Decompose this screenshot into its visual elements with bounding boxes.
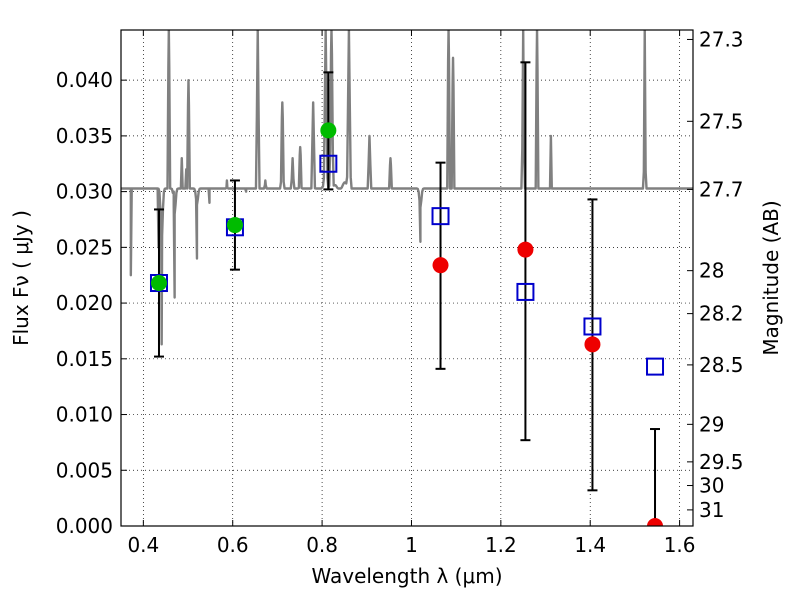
- y-tick-label: 0.025: [56, 235, 113, 259]
- y-tick-label: 0.015: [56, 347, 113, 371]
- magnitude-tick-label: 29: [699, 412, 724, 436]
- magnitude-tick-label: 28.2: [699, 302, 744, 326]
- y-tick-label: 0.020: [56, 291, 113, 315]
- model-point-square: [431, 207, 450, 226]
- grid-lines: [121, 30, 693, 526]
- observed-point: [517, 241, 534, 258]
- x-tick-label: 1: [405, 533, 418, 557]
- magnitude-tick-label: 27.5: [699, 109, 744, 133]
- model-point-square: [646, 357, 665, 376]
- observed-point: [647, 518, 664, 526]
- x-tick-label: 1.6: [664, 533, 696, 557]
- observed-photometry-points: [150, 122, 664, 526]
- observed-point: [226, 217, 243, 234]
- model-spectrum-line: [121, 30, 693, 346]
- x-tick-label: 0.8: [306, 533, 338, 557]
- plot-background: [121, 30, 693, 526]
- x-tick-label: 0.6: [217, 533, 249, 557]
- magnitude-tick-label: 28: [699, 259, 724, 283]
- model-point-square: [319, 154, 338, 173]
- y-axis-title: Flux Fν ( μJy ): [9, 210, 33, 346]
- y-tick-label: 0.005: [56, 458, 113, 482]
- y-tick-label: 0.030: [56, 180, 113, 204]
- y-tick-label: 0.040: [56, 68, 113, 92]
- plot-frame: [120, 29, 694, 527]
- observed-point: [320, 122, 337, 139]
- y-tick-label: 0.000: [56, 514, 113, 538]
- magnitude-tick-label: 30: [699, 474, 724, 498]
- magnitude-tick-label: 31: [699, 498, 724, 522]
- y-axis-ticks: 0.000 0.005 0.010 0.015 0.020 0.025 0.030 0.035…: [56, 68, 127, 538]
- magnitude-tick-label: 29.5: [699, 450, 744, 474]
- magnitude-tick-label: 28.5: [699, 353, 744, 377]
- magnitude-axis-title: Magnitude (AB): [759, 200, 783, 355]
- model-point-square: [516, 282, 535, 301]
- x-tick-label: 0.4: [127, 533, 159, 557]
- x-axis-ticks: 0.4 0.6 0.8 1 1.2 1.4 1.6: [127, 30, 696, 557]
- magnitude-tick-label: 27.3: [699, 27, 744, 51]
- model-point-square: [583, 317, 602, 336]
- y-tick-label: 0.035: [56, 124, 113, 148]
- observed-point: [432, 257, 449, 274]
- observed-point: [150, 275, 167, 292]
- x-tick-label: 1.2: [485, 533, 517, 557]
- x-tick-label: 1.4: [574, 533, 606, 557]
- observed-point: [584, 336, 601, 353]
- magnitude-tick-label: 27.7: [699, 177, 744, 201]
- x-axis-title: Wavelength λ (μm): [311, 564, 502, 588]
- y-tick-label: 0.010: [56, 403, 113, 427]
